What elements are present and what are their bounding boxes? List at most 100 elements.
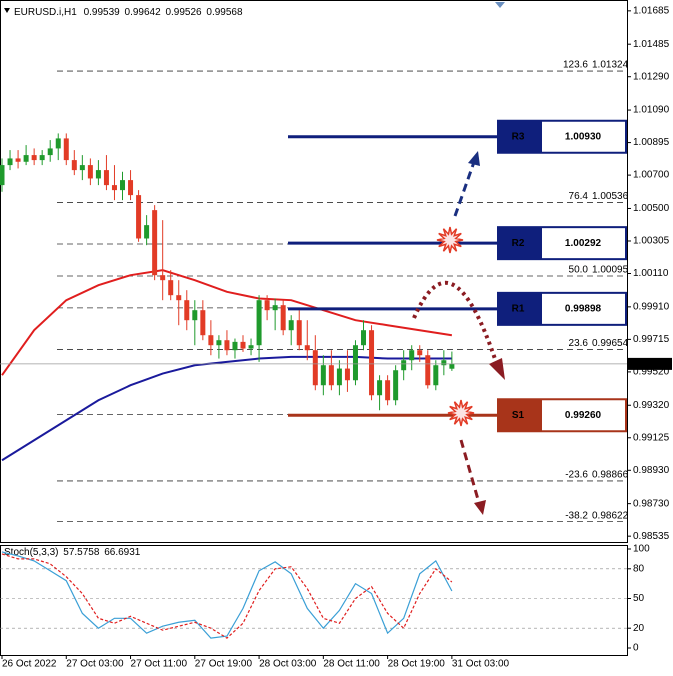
candle-body: [184, 300, 190, 321]
candle-body: [31, 155, 37, 161]
fib-price: 0.98866: [592, 470, 629, 481]
candle-body: [79, 165, 85, 171]
candle-body: [280, 305, 286, 331]
low: 0.99526: [165, 7, 202, 18]
arrow-down: [459, 439, 481, 504]
candle-body: [0, 165, 5, 186]
y-tick-label: 1.01290: [633, 71, 670, 82]
candle-body: [256, 300, 262, 346]
x-tick-label: 27 Oct 11:00: [131, 659, 188, 670]
candle-body: [136, 195, 142, 239]
y-tick-label: 1.01090: [633, 105, 670, 116]
level-name-box: [497, 226, 540, 261]
fib-level: 76.4: [569, 191, 589, 202]
candle-body: [304, 345, 310, 351]
x-tick-label: 27 Oct 03:00: [66, 659, 124, 670]
y-tick-label: 0.98535: [633, 531, 670, 542]
fib-price: 0.98622: [592, 510, 629, 521]
candle-body: [87, 165, 93, 179]
stoch-tick-label: 100: [633, 544, 650, 555]
candle-body: [328, 365, 334, 386]
candle-body: [385, 380, 391, 401]
candle-body: [47, 148, 53, 156]
stoch-line: [1, 553, 453, 639]
candle-body: [352, 345, 358, 381]
candle-body: [63, 138, 69, 161]
arrowhead: [468, 151, 480, 166]
candle-body: [344, 368, 350, 381]
candle-body: [160, 275, 166, 281]
burst: [447, 399, 475, 427]
stoch-tick-label: 0: [633, 643, 639, 654]
close: 0.99568: [206, 7, 243, 18]
candle-body: [401, 360, 407, 371]
arrowhead: [474, 500, 486, 515]
y-tick-label: 1.00700: [633, 170, 670, 181]
candle-body: [288, 320, 294, 331]
x-tick-label: 27 Oct 19:00: [195, 659, 253, 670]
annotations: [412, 151, 505, 515]
candle-body: [312, 350, 318, 386]
stoch-k: 57.5758: [63, 547, 100, 558]
y-tick-label: 1.00110: [633, 268, 669, 279]
candle-body: [144, 225, 150, 239]
level-value-box: [540, 119, 627, 154]
level-name: R3: [512, 131, 525, 142]
level-value-box: [540, 291, 627, 326]
y-tick-label: 0.99910: [633, 301, 670, 312]
stoch-title: Stoch(5,3,3): [4, 547, 58, 558]
x-tick-label: 28 Oct 19:00: [388, 659, 446, 670]
level-value: 1.00292: [565, 238, 602, 249]
candle-body: [120, 180, 126, 191]
y-tick-label: 0.99320: [633, 400, 670, 411]
candle-body: [272, 305, 278, 311]
y-tick-label: 0.99520: [633, 367, 670, 378]
menu-icon: [4, 8, 10, 13]
level-value: 1.00930: [565, 131, 602, 142]
candle-body: [248, 345, 254, 349]
fib-price: 1.00536: [592, 191, 629, 202]
fib-level: -38.2: [565, 510, 588, 521]
arrow-up: [453, 161, 476, 217]
candle-body: [39, 155, 45, 161]
level-name: S1: [512, 410, 525, 421]
high: 0.99642: [125, 7, 162, 18]
fib-price: 1.00095: [592, 265, 629, 276]
current-price-label: 0.99568: [631, 359, 668, 370]
candle-body: [320, 365, 326, 386]
fib-price: 0.99654: [592, 338, 629, 349]
burst: [436, 226, 464, 254]
y-tick-label: 1.00305: [633, 236, 670, 247]
candle-body: [111, 185, 117, 191]
candle-body: [425, 355, 431, 386]
x-tick-label: 26 Oct 2022: [2, 659, 57, 670]
candle-body: [208, 335, 214, 346]
level-name-box: [497, 291, 540, 326]
candle-body: [71, 160, 77, 171]
level-name: R2: [512, 238, 525, 249]
candle-body: [55, 138, 61, 149]
level-value-box: [540, 398, 627, 433]
stoch-frame: [0, 545, 628, 656]
moving-average: [1, 269, 453, 376]
stoch-tick-label: 80: [633, 563, 645, 574]
candle-body: [224, 340, 230, 351]
candle-body: [377, 380, 383, 396]
y-tick-label: 1.01485: [633, 39, 670, 50]
level-value-box: [540, 226, 627, 261]
fib-level: 50.0: [569, 265, 589, 276]
candle-body: [152, 210, 158, 276]
stoch-line: [1, 551, 453, 639]
candle-body: [23, 155, 29, 162]
candle-body: [296, 320, 302, 346]
candle-body: [200, 310, 206, 336]
stoch-header: Stoch(5,3,3) 57.5758 66.6931: [4, 547, 141, 558]
candle-body: [393, 370, 399, 401]
level-name-box: [497, 119, 540, 154]
open: 0.99539: [84, 7, 121, 18]
candle-body: [449, 363, 455, 369]
arrowhead: [489, 358, 505, 380]
fib-level: 123.6: [563, 60, 588, 71]
